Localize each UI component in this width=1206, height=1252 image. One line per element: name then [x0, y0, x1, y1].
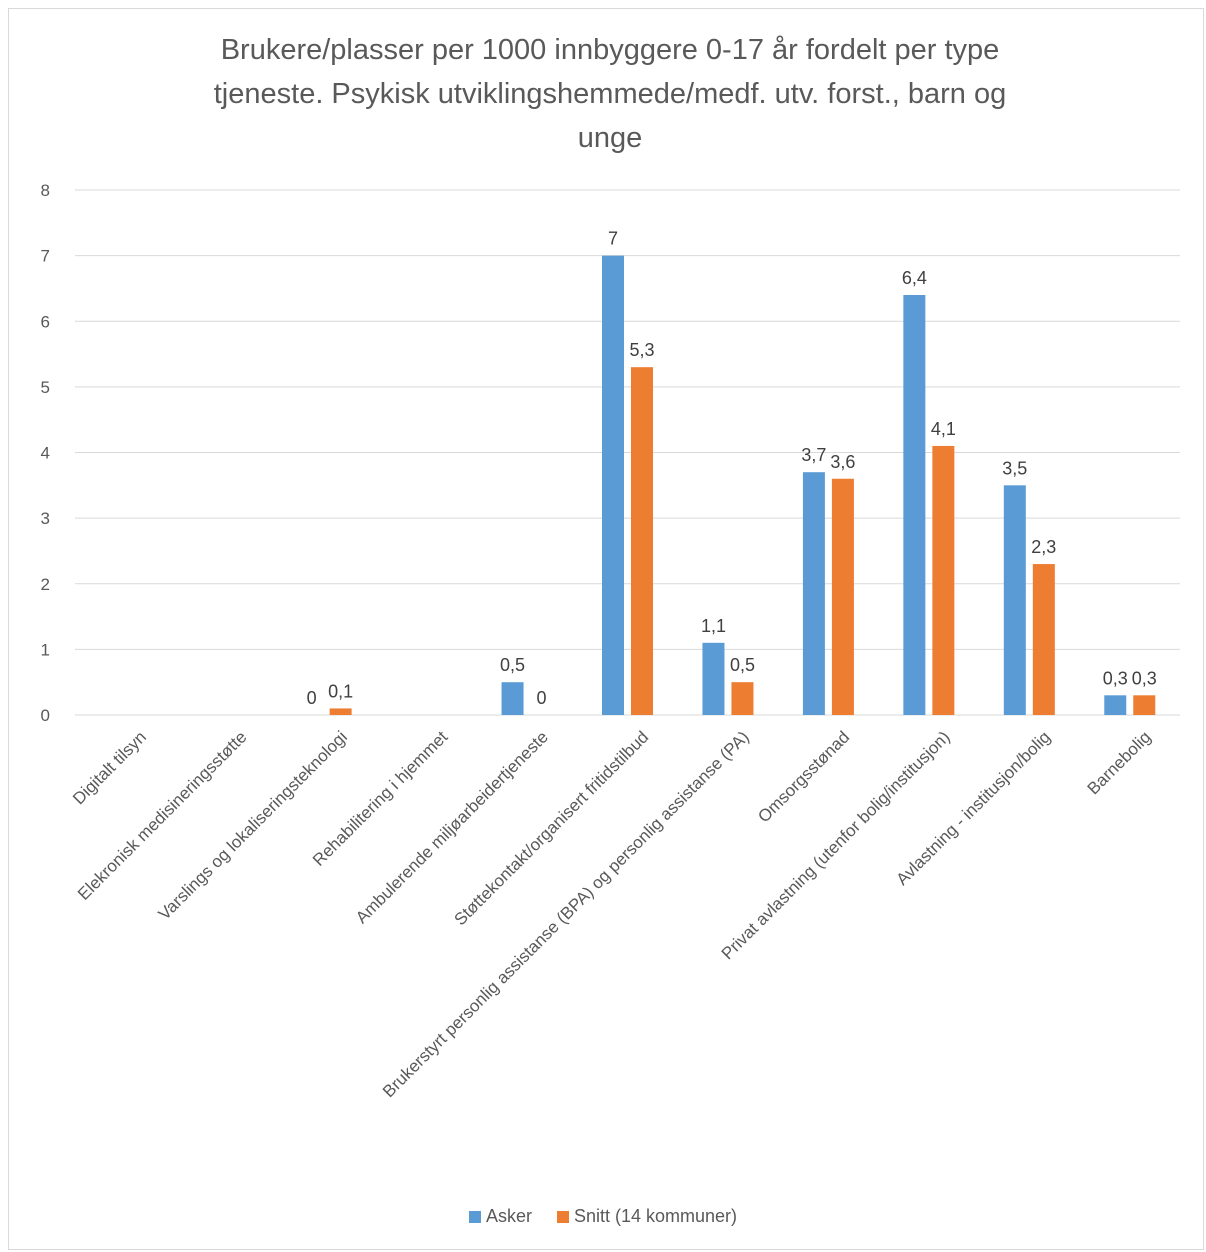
- y-tick-label: 7: [41, 247, 50, 266]
- y-tick-label: 3: [41, 509, 50, 528]
- bar: [831, 478, 854, 715]
- legend: Asker Snitt (14 kommuner): [0, 1206, 1206, 1228]
- bar: [731, 682, 754, 715]
- bar: [602, 255, 624, 715]
- chart-title-line-2: tjeneste. Psykisk utviklingshemmede/medf…: [213, 78, 1007, 110]
- data-label: 0,3: [1132, 668, 1157, 688]
- x-tick-label: Digitalt tilsyn: [69, 727, 150, 808]
- bar: [1032, 564, 1055, 715]
- y-tick-label: 8: [41, 181, 50, 200]
- x-tick-label: Barnebolig: [1084, 727, 1155, 798]
- chart-title: Brukere/plasser per 1000 innbyggere 0-17…: [80, 28, 1140, 160]
- data-label: 7: [608, 229, 618, 249]
- y-tick-label: 4: [41, 444, 50, 463]
- data-label: 6,4: [902, 268, 927, 288]
- x-tick-label: Brukerstyrt personlig assistanse (BPA) o…: [379, 727, 753, 1101]
- y-tick-label: 5: [41, 378, 50, 397]
- y-tick-label: 6: [41, 312, 50, 331]
- data-label: 1,1: [701, 616, 726, 636]
- x-tick-label: Elekronisk medisineringsstøtte: [74, 727, 250, 903]
- legend-swatch-snitt: [556, 1210, 569, 1223]
- data-label: 0,5: [500, 655, 525, 675]
- x-tick-label: Ambulerende miljøarbeidertjeneste: [352, 727, 552, 927]
- data-label: 0,1: [328, 681, 353, 701]
- data-label: 2,3: [1031, 537, 1056, 557]
- data-label: 4,1: [931, 419, 956, 439]
- chart-title-line-3: unge: [577, 122, 643, 154]
- data-label: 5,3: [629, 340, 654, 360]
- bar: [802, 472, 825, 715]
- data-label: 3,7: [801, 445, 826, 465]
- bar: [501, 682, 524, 715]
- chart-title-line-1: Brukere/plasser per 1000 innbyggere 0-17…: [220, 34, 1000, 66]
- legend-item-asker: Asker: [468, 1206, 532, 1227]
- bar: [932, 445, 955, 715]
- y-tick-label: 2: [41, 575, 50, 594]
- data-label: 0,3: [1103, 668, 1128, 688]
- bar: [1104, 695, 1127, 715]
- legend-label-snitt: Snitt (14 kommuner): [573, 1206, 738, 1226]
- data-label: 3,5: [1002, 458, 1027, 478]
- x-tick-label: Privat avlastning (utenfor bolig/institu…: [718, 727, 954, 963]
- data-label: 0: [537, 688, 547, 708]
- bar: [1003, 485, 1026, 715]
- legend-label-asker: Asker: [485, 1206, 532, 1226]
- legend-swatch-asker: [468, 1210, 481, 1223]
- y-tick-label: 0: [41, 706, 50, 725]
- bar: [1133, 695, 1156, 715]
- y-tick-label: 1: [41, 640, 50, 659]
- data-label: 0,5: [730, 655, 755, 675]
- bar: [631, 367, 653, 715]
- legend-item-snitt: Snitt (14 kommuner): [556, 1206, 738, 1227]
- x-tick-label: Varslings og lokaliseringsteknologi: [155, 727, 351, 923]
- bar: [903, 295, 926, 715]
- data-label: 0: [307, 688, 317, 708]
- x-tick-label: Omsorgsstønad: [754, 727, 853, 826]
- bar: [702, 642, 725, 715]
- data-label: 3,6: [830, 452, 855, 472]
- x-tick-label: Støttekontakt/organisert fritidstilbud: [450, 727, 652, 929]
- bar: [329, 708, 352, 715]
